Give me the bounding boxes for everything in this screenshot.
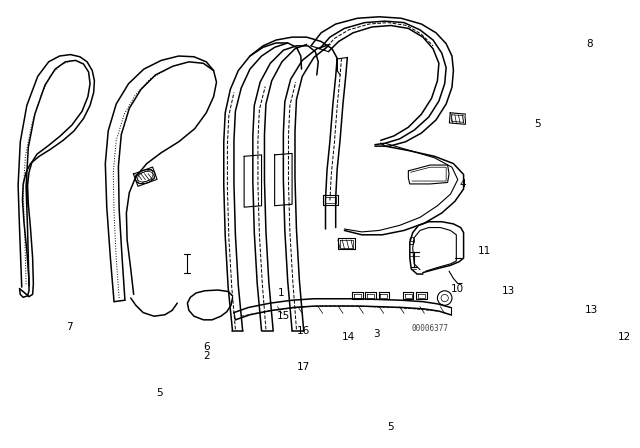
Text: 00006377: 00006377: [412, 324, 449, 333]
Text: 4: 4: [460, 179, 466, 189]
Text: 9: 9: [408, 237, 415, 247]
Text: 5: 5: [157, 388, 163, 397]
Text: 11: 11: [477, 246, 491, 256]
Text: 13: 13: [502, 286, 515, 296]
Text: 16: 16: [296, 326, 310, 336]
Text: 8: 8: [587, 39, 593, 49]
Text: 1: 1: [278, 288, 285, 298]
Text: 3: 3: [373, 329, 380, 340]
Text: 15: 15: [276, 311, 290, 321]
Text: 12: 12: [618, 332, 631, 341]
Text: 17: 17: [296, 362, 310, 372]
Text: 2: 2: [204, 351, 211, 361]
Text: 6: 6: [204, 342, 211, 352]
Text: 7: 7: [66, 322, 72, 332]
Text: 14: 14: [342, 332, 355, 341]
Text: 13: 13: [585, 306, 598, 315]
Text: 10: 10: [451, 284, 465, 293]
Text: 5: 5: [388, 422, 394, 432]
Text: 5: 5: [534, 119, 541, 129]
